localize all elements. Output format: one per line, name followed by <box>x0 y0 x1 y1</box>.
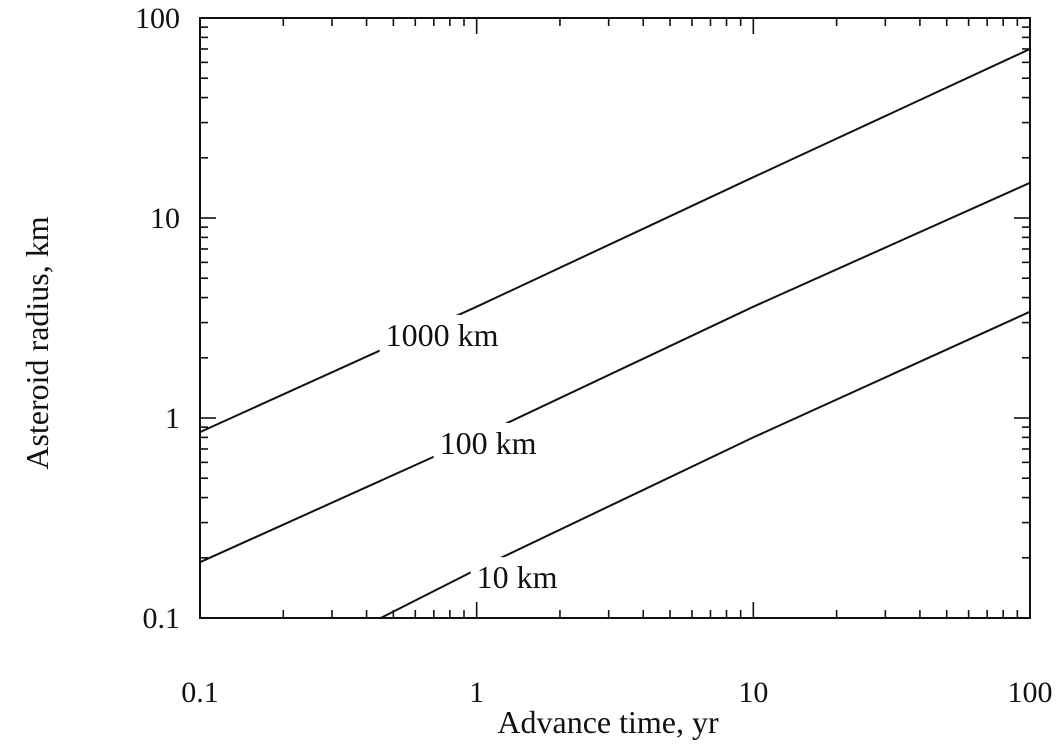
series-label-0: 1000 km <box>386 317 499 353</box>
x-tick-label: 1 <box>469 676 484 709</box>
series-label-bg-0 <box>379 315 505 356</box>
x-tick-labels: 0.1 1 10 100 <box>181 676 1052 709</box>
series-label-2: 10 km <box>477 559 558 595</box>
x-tick-label: 0.1 <box>181 676 219 709</box>
series-label-1: 100 km <box>440 425 537 461</box>
axis-ticks <box>199 18 1030 619</box>
series-label-bg-2 <box>470 557 564 598</box>
series-labels: 1000 km 100 km 10 km <box>379 315 564 598</box>
series-line-1 <box>199 181 1031 564</box>
series-label-bg-1 <box>433 422 543 463</box>
series-line-0 <box>199 48 1031 434</box>
y-tick-label: 100 <box>135 2 180 35</box>
y-tick-label: 1 <box>165 402 180 435</box>
x-axis-title: Advance time, yr <box>497 704 719 740</box>
y-tick-labels: 0.1 1 10 100 <box>135 2 180 635</box>
x-tick-label: 10 <box>738 676 768 709</box>
plot-frame <box>199 17 1031 619</box>
x-tick-label: 100 <box>1008 676 1053 709</box>
series-line-2 <box>380 310 1031 619</box>
y-tick-label: 10 <box>150 202 180 235</box>
y-axis-title: Asteroid radius, km <box>19 216 55 469</box>
series-lines <box>199 48 1031 619</box>
y-tick-label: 0.1 <box>143 602 181 635</box>
plot-border <box>199 17 1031 619</box>
